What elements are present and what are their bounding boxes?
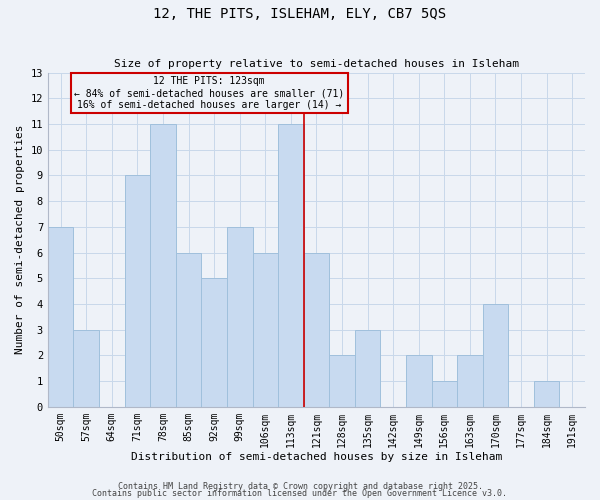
Bar: [355, 330, 380, 407]
X-axis label: Distribution of semi-detached houses by size in Isleham: Distribution of semi-detached houses by …: [131, 452, 502, 462]
Text: 12, THE PITS, ISLEHAM, ELY, CB7 5QS: 12, THE PITS, ISLEHAM, ELY, CB7 5QS: [154, 8, 446, 22]
Bar: [176, 252, 202, 407]
Bar: [431, 381, 457, 407]
Bar: [278, 124, 304, 407]
Y-axis label: Number of semi-detached properties: Number of semi-detached properties: [15, 125, 25, 354]
Bar: [457, 356, 482, 407]
Bar: [253, 252, 278, 407]
Bar: [48, 227, 73, 407]
Bar: [73, 330, 99, 407]
Title: Size of property relative to semi-detached houses in Isleham: Size of property relative to semi-detach…: [114, 59, 519, 69]
Bar: [329, 356, 355, 407]
Bar: [406, 356, 431, 407]
Bar: [150, 124, 176, 407]
Bar: [227, 227, 253, 407]
Bar: [125, 176, 150, 407]
Text: 12 THE PITS: 123sqm
← 84% of semi-detached houses are smaller (71)
16% of semi-d: 12 THE PITS: 123sqm ← 84% of semi-detach…: [74, 76, 344, 110]
Bar: [482, 304, 508, 407]
Text: Contains public sector information licensed under the Open Government Licence v3: Contains public sector information licen…: [92, 490, 508, 498]
Bar: [202, 278, 227, 407]
Bar: [534, 381, 559, 407]
Text: Contains HM Land Registry data © Crown copyright and database right 2025.: Contains HM Land Registry data © Crown c…: [118, 482, 482, 491]
Bar: [304, 252, 329, 407]
